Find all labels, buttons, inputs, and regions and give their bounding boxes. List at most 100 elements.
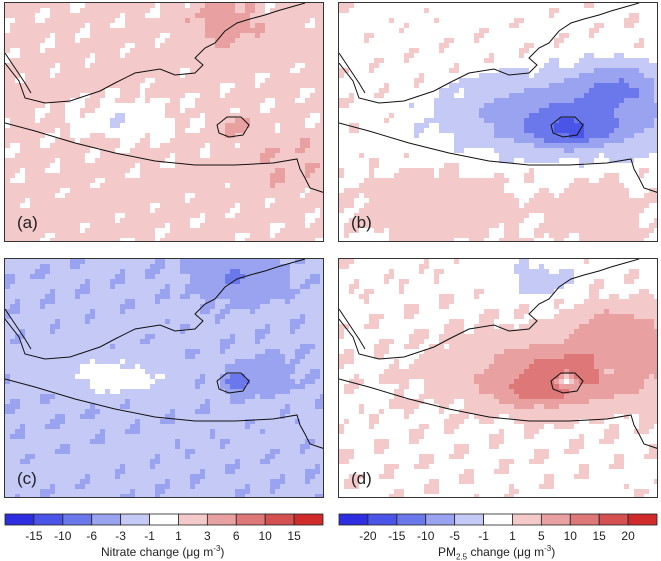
field-cell <box>130 78 136 84</box>
field-cell <box>374 63 380 69</box>
field-cell <box>30 83 36 89</box>
field-cell <box>564 83 570 89</box>
field-cell <box>404 93 410 99</box>
field-cell <box>529 118 535 124</box>
field-cell <box>155 178 161 184</box>
field-cell <box>15 238 21 241</box>
field-cell <box>654 38 657 44</box>
field-cell <box>354 68 360 74</box>
field-cell <box>20 83 26 89</box>
field-cell <box>185 78 191 84</box>
field-cell <box>200 208 206 214</box>
field-cell <box>245 73 251 79</box>
field-cell <box>539 33 545 39</box>
field-cell <box>539 3 545 9</box>
field-cell <box>155 123 161 129</box>
field-cell <box>225 3 231 9</box>
field-cell <box>300 108 306 114</box>
field-cell <box>50 8 56 14</box>
field-cell <box>315 113 321 119</box>
field-cell <box>50 68 56 74</box>
field-cell <box>439 88 445 94</box>
field-cell <box>499 103 505 109</box>
field-cell <box>514 138 520 144</box>
field-cell <box>359 138 365 144</box>
field-cell <box>250 43 256 49</box>
field-cell <box>105 68 111 74</box>
field-cell <box>65 213 71 219</box>
field-cell <box>55 148 61 154</box>
field-cell <box>589 73 595 79</box>
field-cell <box>489 73 495 79</box>
field-cell <box>250 3 256 9</box>
field-cell <box>534 38 540 44</box>
field-cell <box>639 148 645 154</box>
field-cell <box>629 98 635 104</box>
field-cell <box>300 148 306 154</box>
field-cell <box>60 98 66 104</box>
field-cell <box>494 83 500 89</box>
field-cell <box>205 178 211 184</box>
field-cell <box>494 38 500 44</box>
field-cell <box>265 208 271 214</box>
field-cell <box>260 148 266 154</box>
field-cell <box>589 148 595 154</box>
field-cell <box>260 203 266 209</box>
field-cell <box>90 193 96 199</box>
field-cell <box>275 108 281 114</box>
field-cell <box>15 13 21 19</box>
field-cell <box>245 128 251 134</box>
field-cell <box>55 18 61 24</box>
field-cell <box>609 103 615 109</box>
field-cell <box>165 78 171 84</box>
field-cell <box>305 138 311 144</box>
field-cell <box>300 63 306 69</box>
field-cell <box>310 98 316 104</box>
field-cell <box>320 113 323 119</box>
field-cell <box>95 13 101 19</box>
field-cell <box>479 113 485 119</box>
field-cell <box>290 63 296 69</box>
field-cell <box>195 3 201 9</box>
field-cell <box>504 43 510 49</box>
field-cell <box>255 168 261 174</box>
field-cell <box>75 193 81 199</box>
field-cell <box>499 88 505 94</box>
field-cell <box>255 208 261 214</box>
field-cell <box>80 43 86 49</box>
field-cell <box>315 23 321 29</box>
field-cell <box>310 68 316 74</box>
field-cell <box>185 128 191 134</box>
field-cell <box>265 23 271 29</box>
field-cell <box>15 213 21 219</box>
field-cell <box>215 98 221 104</box>
field-cell <box>235 118 241 124</box>
field-cell <box>215 18 221 24</box>
field-cell <box>160 143 166 149</box>
field-cell <box>474 3 480 9</box>
field-cell <box>60 163 66 169</box>
field-cell <box>110 153 116 159</box>
field-cell <box>35 113 41 119</box>
field-cell <box>619 88 625 94</box>
field-cell <box>130 193 136 199</box>
field-cell <box>384 143 390 149</box>
field-cell <box>624 93 630 99</box>
field-cell <box>135 18 141 24</box>
field-cell <box>614 123 620 129</box>
field-cell <box>624 63 630 69</box>
field-cell <box>359 28 365 34</box>
field-cell <box>225 128 231 134</box>
field-cell <box>270 218 276 224</box>
field-cell <box>140 113 146 119</box>
field-cell <box>454 13 460 19</box>
field-cell <box>250 13 256 19</box>
field-cell <box>140 78 146 84</box>
field-cell <box>80 73 86 79</box>
field-cell <box>469 18 475 24</box>
field-cell <box>369 48 375 54</box>
field-cell <box>125 53 131 59</box>
field-cell <box>359 98 365 104</box>
field-cell <box>654 43 657 49</box>
field-cell <box>554 63 560 69</box>
